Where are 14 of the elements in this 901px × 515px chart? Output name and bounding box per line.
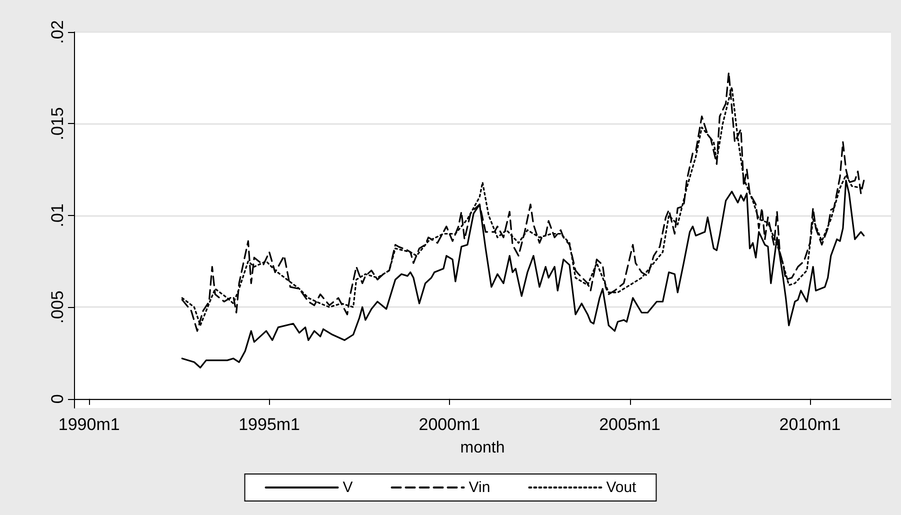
y-tick-label: 0 xyxy=(48,394,67,404)
legend-label: Vout xyxy=(606,479,638,496)
legend-label: Vin xyxy=(468,479,490,496)
x-tick-label: 2010m1 xyxy=(779,415,841,434)
x-tick-label: 1990m1 xyxy=(58,415,120,434)
x-tick-label: 2005m1 xyxy=(599,415,661,434)
y-tick-label: .015 xyxy=(48,107,67,140)
y-tick-label: .01 xyxy=(48,204,67,228)
x-tick-label: 2000m1 xyxy=(418,415,480,434)
legend-label: V xyxy=(342,479,353,496)
y-tick-label: .005 xyxy=(48,290,67,324)
y-tick-label: .02 xyxy=(48,20,67,44)
x-tick-label: 1995m1 xyxy=(238,415,300,434)
x-axis-title: month xyxy=(460,440,505,456)
